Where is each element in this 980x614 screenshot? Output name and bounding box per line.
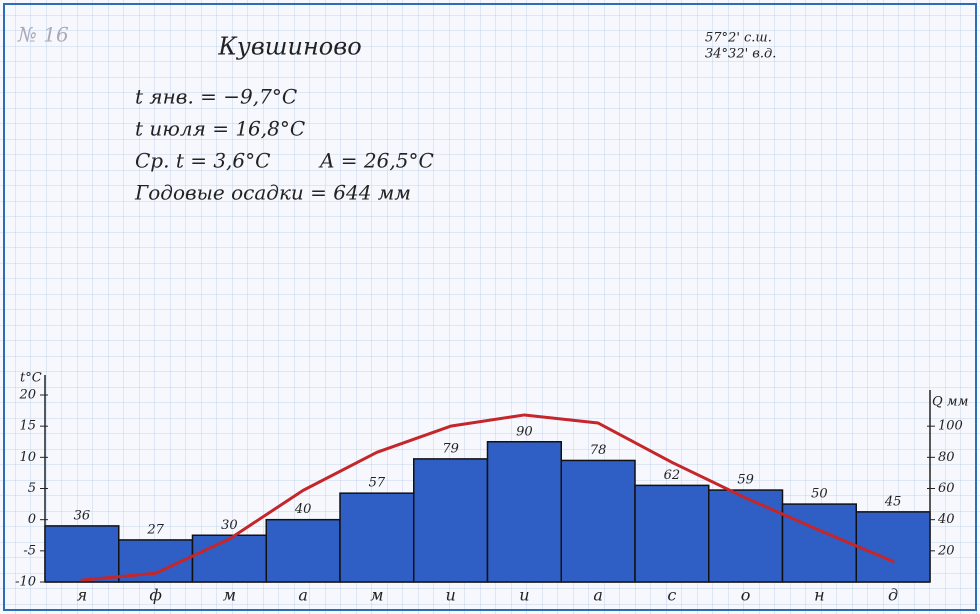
y-tick-label: 0 — [28, 512, 36, 527]
x-tick-label: н — [814, 586, 825, 605]
coordinate: 34°32' в.д. — [705, 47, 776, 62]
chart: № 16 Кувшиново 57°2' с.ш. 34°32' в.д. t … — [0, 0, 980, 614]
bar — [561, 460, 635, 582]
x-tick-label: м — [223, 586, 236, 605]
x-tick-label: д — [888, 586, 898, 605]
bar — [709, 490, 783, 582]
chart-title: Кувшиново — [217, 33, 361, 61]
y-tick-label: 15 — [19, 419, 36, 434]
x-tick-label: а — [298, 586, 308, 605]
y2-tick-label: 100 — [938, 419, 963, 434]
y2-tick-label: 40 — [937, 512, 955, 527]
bar — [783, 504, 857, 582]
bar-value-label: 30 — [221, 518, 238, 533]
bar-value-label: 27 — [146, 522, 164, 537]
note: Ср. t = 3,6°С — [135, 149, 270, 173]
y2-tick-label: 80 — [938, 450, 955, 465]
x-tick-label: м — [370, 586, 383, 605]
y2-tick-label: 20 — [937, 543, 955, 558]
note: t июля = 16,8°С — [135, 117, 305, 141]
bar — [414, 459, 488, 582]
note: Годовые осадки = 644 мм — [134, 181, 411, 205]
bar — [856, 512, 930, 582]
coordinate: 57°2' с.ш. — [705, 31, 772, 46]
y2-tick-label: 60 — [938, 481, 955, 496]
bar-value-label: 90 — [516, 424, 533, 439]
bar-value-label: 62 — [664, 468, 681, 483]
x-tick-label: а — [593, 586, 603, 605]
bar-value-label: 78 — [590, 443, 607, 458]
note: A = 26,5°С — [318, 149, 434, 173]
bar-value-label: 36 — [74, 508, 91, 523]
y-tick-label: 5 — [28, 481, 36, 496]
bar — [266, 520, 340, 582]
bar — [45, 526, 119, 582]
x-tick-label: я — [77, 586, 88, 605]
x-tick-label: и — [445, 586, 455, 605]
x-tick-label: о — [741, 586, 751, 605]
note: t янв. = −9,7°С — [135, 85, 297, 109]
bar-value-label: 50 — [811, 487, 828, 502]
y-tick-label: 10 — [19, 450, 36, 465]
bar — [340, 493, 414, 582]
y-tick-label: 20 — [18, 388, 36, 403]
x-tick-label: с — [667, 586, 676, 605]
bar — [488, 442, 562, 582]
bar-value-label: 57 — [369, 476, 386, 491]
bar-value-label: 79 — [442, 441, 459, 456]
y2-axis-label: Q мм — [932, 395, 968, 410]
y-axis-label: t°C — [20, 371, 42, 386]
corner-label: № 16 — [17, 23, 69, 47]
y-tick-label: -5 — [23, 543, 36, 558]
y-tick-label: -10 — [15, 575, 36, 590]
x-tick-label: и — [519, 586, 529, 605]
x-tick-label: ф — [149, 586, 162, 605]
page: № 16 Кувшиново 57°2' с.ш. 34°32' в.д. t … — [0, 0, 980, 614]
bar — [635, 485, 709, 582]
bar-value-label: 45 — [884, 494, 902, 509]
bar-value-label: 59 — [737, 473, 754, 488]
bar — [193, 535, 267, 582]
bar-value-label: 40 — [294, 502, 312, 517]
